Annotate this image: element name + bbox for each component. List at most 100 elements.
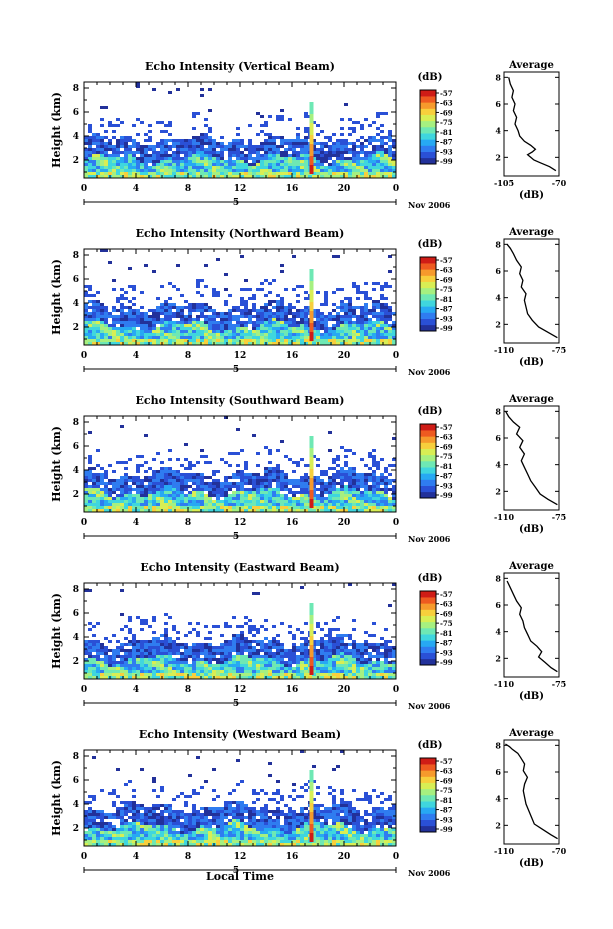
colorbar-frame	[419, 757, 437, 833]
date-label: Nov 2006	[408, 701, 451, 711]
colorbar-tick-label: -99	[440, 324, 453, 333]
colorbar-tick-label: -63	[440, 266, 453, 275]
colorbar-tick-label: -87	[440, 639, 453, 648]
y-tick-label: 6	[73, 442, 79, 452]
x-tick-label: 12	[234, 685, 247, 695]
colorbar-tick-label: -93	[440, 147, 453, 156]
x-tick-label: 20	[338, 351, 351, 361]
x-tick-label: 0	[393, 351, 399, 361]
x-tick-label: 8	[185, 518, 191, 528]
colorbar-swatch	[420, 813, 436, 820]
average-frame	[503, 572, 560, 678]
colorbar-tick-label: -99	[440, 658, 453, 667]
colorbar-tick-label: -75	[440, 285, 453, 294]
colorbar-swatch	[420, 603, 436, 610]
average-y-tick-label: 2	[495, 152, 501, 162]
average-x-tick-label: -110	[494, 679, 514, 689]
colorbar-swatch	[420, 151, 436, 159]
colorbar-swatch	[420, 467, 436, 474]
average-frame	[503, 405, 560, 511]
colorbar-tick-label: -99	[440, 157, 453, 166]
y-axis-label: Height (km)	[50, 92, 63, 168]
average-x-tick-label: -75	[552, 512, 566, 522]
colorbar-swatch	[420, 90, 436, 97]
colorbar-swatch	[420, 634, 436, 641]
colorbar-swatch	[420, 139, 436, 146]
colorbar-swatch	[420, 448, 436, 456]
colorbar-swatch	[420, 591, 436, 598]
colorbar-tick-label: -57	[440, 256, 453, 265]
colorbar-unit: (dB)	[418, 239, 443, 250]
colorbar-swatch	[420, 758, 436, 765]
average-y-tick-label: 6	[495, 767, 501, 777]
colorbar-tick-label: -93	[440, 815, 453, 824]
y-tick-label: 4	[73, 132, 79, 142]
average-y-tick-label: 4	[495, 126, 501, 136]
colorbar-swatch	[420, 281, 436, 289]
colorbar-swatch	[420, 108, 436, 115]
x-tick-label: 12	[234, 852, 247, 862]
average-x-label: (dB)	[519, 190, 544, 201]
average-y-tick-label: 2	[495, 820, 501, 830]
average-x-tick-label: -110	[494, 512, 514, 522]
average-title: Average	[508, 60, 554, 71]
average-x-tick-label: -75	[552, 679, 566, 689]
y-tick-label: 2	[73, 490, 79, 500]
y-tick-label: 8	[73, 585, 79, 595]
colorbar-swatch	[420, 114, 436, 122]
day-label: 5	[233, 198, 239, 208]
x-tick-label: 16	[286, 351, 299, 361]
colorbar-swatch	[420, 312, 436, 319]
date-label: Nov 2006	[408, 200, 451, 210]
y-tick-label: 8	[73, 418, 79, 428]
average-y-tick-label: 6	[495, 600, 501, 610]
average-x-tick-label: -75	[552, 345, 566, 355]
x-tick-label: 4	[133, 518, 139, 528]
average-frame	[503, 238, 560, 344]
colorbar-swatch	[420, 782, 436, 790]
panel-title: Echo Intensity (Eastward Beam)	[140, 561, 339, 574]
y-tick-label: 6	[73, 609, 79, 619]
average-y-tick-label: 6	[495, 266, 501, 276]
y-tick-label: 4	[73, 800, 79, 810]
colorbar-tick-label: -93	[440, 481, 453, 490]
colorbar-tick-label: -75	[440, 786, 453, 795]
panel-title: Echo Intensity (Southward Beam)	[136, 394, 345, 407]
panel-5: Echo Intensity (Westward Beam) Height (km…	[50, 728, 567, 878]
colorbar-tick-label: -87	[440, 305, 453, 314]
day-label: 5	[233, 866, 239, 876]
colorbar-tick-label: -63	[440, 433, 453, 442]
heatmap-cells	[84, 750, 396, 846]
colorbar-tick-label: -81	[440, 462, 453, 471]
panel-3: Echo Intensity (Southward Beam) Height (k…	[50, 394, 566, 544]
y-tick-label: 8	[73, 752, 79, 762]
colorbar-tick-label: -93	[440, 314, 453, 323]
colorbar-swatch	[420, 807, 436, 814]
x-tick-label: 20	[338, 852, 351, 862]
colorbar-tick-label: -81	[440, 796, 453, 805]
average-y-tick-label: 4	[495, 460, 501, 470]
colorbar-swatch	[420, 473, 436, 480]
colorbar-swatch	[420, 300, 436, 307]
panel-title: Echo Intensity (Northward Beam)	[136, 227, 345, 240]
y-tick-label: 2	[73, 657, 79, 667]
colorbar-tick-label: -87	[440, 472, 453, 481]
colorbar-swatch	[420, 318, 436, 326]
colorbar-tick-label: -81	[440, 629, 453, 638]
heatmap-cells	[84, 583, 396, 679]
x-tick-label: 0	[81, 685, 87, 695]
colorbar-tick-label: -99	[440, 825, 453, 834]
x-tick-label: 16	[286, 685, 299, 695]
colorbar-swatch	[420, 770, 436, 777]
average-y-tick-label: 8	[495, 72, 501, 82]
y-tick-label: 4	[73, 633, 79, 643]
colorbar-swatch	[420, 658, 436, 666]
colorbar-tick-label: -57	[440, 590, 453, 599]
x-tick-label: 0	[81, 518, 87, 528]
average-x-tick-label: -110	[494, 345, 514, 355]
average-y-tick-label: 2	[495, 486, 501, 496]
average-title: Average	[508, 227, 554, 238]
x-tick-label: 8	[185, 351, 191, 361]
x-axis-label: Local Time	[206, 870, 274, 883]
